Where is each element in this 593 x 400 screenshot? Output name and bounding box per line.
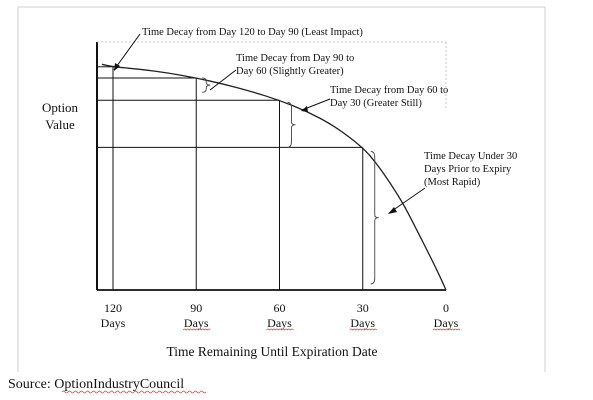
annotation-90-60-text-2: Day 60 (Slightly Greater) [236, 66, 344, 77]
reference-lines [97, 66, 364, 290]
annotation-120-90: Time Decay from Day 120 to Day 90 (Least… [113, 27, 363, 71]
x-tick-unit-underline-90 [182, 328, 211, 331]
brace-90-60 [202, 77, 211, 93]
x-tick-label-120: 120 [104, 301, 122, 315]
annotation-30-0-text-3: (Most Rapid) [424, 177, 481, 188]
y-axis-label-line-2: Value [45, 117, 75, 132]
annotation-60-30-arrowhead [301, 106, 308, 112]
source-spellcheck-underline [61, 390, 207, 394]
brace-30-0 [370, 150, 379, 285]
annotation-120-90-text: Time Decay from Day 120 to Day 90 (Least… [142, 27, 363, 38]
x-tick-unit-60: Days [267, 316, 292, 330]
source-name: OptionIndustryCouncil [54, 377, 184, 392]
x-tick-label-90: 90 [190, 301, 202, 315]
x-tick-unit-0: Days [434, 316, 459, 330]
y-axis-label-line-1: Option [42, 100, 79, 115]
annotation-30-0-text-2: Days Prior to Expiry [424, 164, 512, 175]
decay-braces [202, 77, 379, 285]
annotation-90-60-arrow [209, 69, 237, 91]
option-value-curve [101, 63, 447, 291]
x-tick-label-30: 30 [357, 301, 369, 315]
annotation-60-30: Time Decay from Day 60 to Day 30 (Greate… [301, 85, 448, 112]
x-tick-unit-30: Days [350, 316, 375, 330]
x-tick-label-60: 60 [274, 301, 286, 315]
source-caption: Source: OptionIndustryCouncil [8, 377, 184, 392]
brace-60-30 [287, 101, 296, 148]
x-tick-label-0: 0 [443, 301, 449, 315]
annotation-90-60-text-1: Time Decay from Day 90 to [236, 53, 354, 64]
annotation-30-0-text-1: Time Decay Under 30 [424, 151, 517, 162]
x-tick-unit-underline-30 [349, 328, 378, 331]
x-tick-unit-underline-60 [266, 328, 294, 331]
x-tick-unit-underline-0 [432, 328, 461, 331]
annotation-60-30-text-2: Day 30 (Greater Still) [330, 98, 422, 109]
x-tick-unit-120: Days [101, 316, 126, 330]
option-value-line [101, 63, 447, 291]
annotation-30-0-arrowhead [388, 207, 397, 214]
annotation-90-60: Time Decay from Day 90 to Day 60 (Slight… [209, 53, 354, 91]
annotation-30-0: Time Decay Under 30 Days Prior to Expiry… [388, 151, 517, 214]
annotation-120-90-arrow [113, 33, 141, 71]
source-label: Source: [8, 377, 54, 392]
x-tick-unit-90: Days [184, 316, 209, 330]
annotation-60-30-text-1: Time Decay from Day 60 to [330, 85, 448, 96]
annotation-120-90-arrowhead [114, 63, 120, 71]
x-axis-label: Time Remaining Until Expiration Date [167, 344, 378, 359]
